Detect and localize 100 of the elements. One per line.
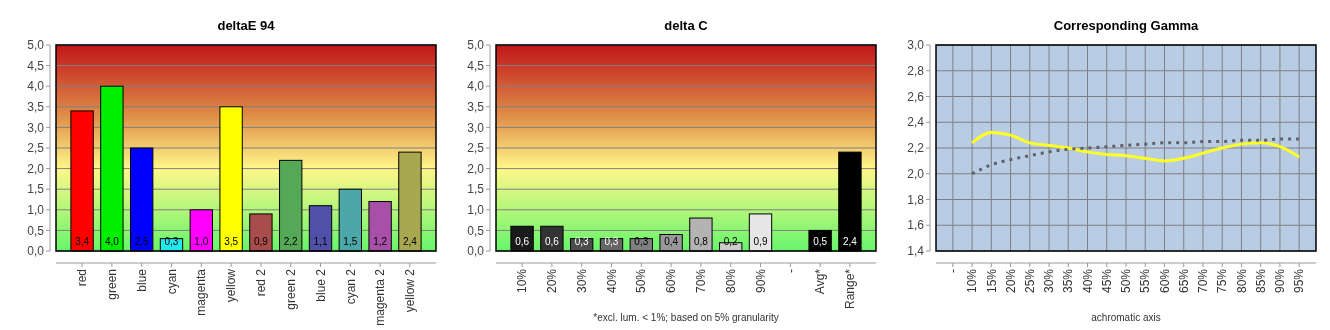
x-tick-label: 20% — [545, 268, 560, 294]
y-tick-label: 5,0 — [467, 38, 485, 53]
x-tick-label: 70% — [694, 268, 709, 294]
x-tick-label: 10% — [965, 268, 980, 294]
y-tick-label: 2,0 — [27, 161, 45, 176]
x-tick-label: 90% — [1273, 268, 1288, 294]
data-label: 3,4 — [75, 236, 90, 247]
x-tick-label: Avg* — [813, 268, 828, 295]
data-label: 2,5 — [134, 236, 150, 247]
x-tick-label: 30% — [1042, 268, 1057, 294]
x-tick-label: 45% — [1099, 268, 1114, 294]
y-tick-label: 2,0 — [907, 166, 925, 181]
x-axis-title: achromatic axis — [1091, 312, 1161, 323]
y-tick-label: 3,0 — [467, 120, 485, 135]
y-tick-label: 3,5 — [27, 100, 45, 114]
y-tick-label: 4,0 — [467, 79, 485, 94]
y-tick-label: 3,0 — [27, 120, 45, 135]
y-tick-label: 4,5 — [467, 58, 485, 73]
x-tick-label: 35% — [1061, 268, 1076, 294]
line-series — [970, 137, 1301, 176]
x-tick-label: blue — [134, 268, 149, 292]
x-tick-label: 55% — [1138, 268, 1153, 294]
chart-title: delta C — [664, 18, 709, 33]
y-tick-label: 3,5 — [467, 100, 485, 114]
data-label: 0,8 — [693, 236, 709, 247]
data-label: 4,0 — [104, 236, 120, 247]
y-tick-label: 0,0 — [27, 244, 45, 259]
x-tick-label: 25% — [1023, 268, 1037, 294]
x-tick-label: 60% — [1157, 268, 1172, 294]
data-label: 0,6 — [544, 236, 560, 247]
y-tick-label: 2,8 — [907, 63, 925, 78]
data-label: 0,3 — [574, 236, 590, 247]
data-label: 0,5 — [813, 236, 828, 247]
x-tick-label: 15% — [984, 268, 999, 294]
x-tick-label: magenta 2 — [373, 268, 388, 326]
data-label: 0,3 — [634, 236, 649, 247]
y-tick-label: 1,0 — [467, 203, 485, 217]
y-tick-label: 4,5 — [27, 58, 45, 73]
y-tick-label: 2,6 — [907, 89, 925, 104]
x-tick-label: 70% — [1196, 268, 1211, 294]
x-tick-label: cyan — [164, 269, 179, 295]
x-tick-label: red — [75, 269, 90, 287]
x-tick-label: green 2 — [283, 268, 298, 310]
y-tick-label: 0,5 — [467, 223, 485, 238]
y-tick-label: 1,8 — [907, 192, 925, 207]
x-tick-label: 40% — [1080, 268, 1095, 294]
y-tick-label: 2,5 — [467, 141, 485, 156]
line-series — [970, 131, 1301, 163]
x-tick-label: 85% — [1253, 268, 1268, 294]
x-tick-label: magenta — [194, 268, 209, 316]
data-label: 2,4 — [402, 236, 418, 247]
x-tick-label: 75% — [1215, 268, 1230, 294]
data-label: 2,4 — [842, 236, 858, 247]
data-label: 2,2 — [283, 236, 299, 247]
x-tick-label: red 2 — [254, 268, 269, 297]
y-tick-label: 2,0 — [467, 161, 485, 176]
data-label: 1,5 — [343, 236, 358, 247]
x-tick-label: yellow — [224, 268, 239, 303]
chart-title: Corresponding Gamma — [1053, 18, 1199, 33]
y-tick-label: 0,5 — [27, 223, 45, 238]
x-tick-label: Range* — [843, 268, 858, 310]
x-axis-title: *excl. lum. < 1%; based on 5% granularity — [593, 312, 779, 323]
x-tick-label: 80% — [723, 268, 738, 294]
x-tick-label: cyan 2 — [343, 268, 358, 305]
y-tick-label: 2,4 — [907, 115, 925, 130]
data-label: 0,6 — [515, 236, 530, 247]
x-tick-label: - — [946, 269, 961, 273]
y-tick-label: 3,0 — [907, 38, 925, 53]
x-tick-label: 10% — [515, 268, 530, 294]
data-label: 0,3 — [164, 236, 179, 247]
data-label: 3,5 — [224, 236, 239, 247]
x-tick-label: yellow 2 — [403, 268, 418, 313]
data-label: 0,9 — [253, 236, 269, 247]
x-tick-label: 30% — [574, 268, 589, 294]
x-tick-label: 80% — [1234, 268, 1249, 294]
y-tick-label: 2,2 — [907, 141, 925, 156]
x-tick-label: blue 2 — [313, 268, 328, 302]
data-label: 0,9 — [753, 236, 768, 247]
data-label: 1,0 — [194, 236, 209, 247]
y-tick-label: 5,0 — [27, 38, 45, 53]
x-tick-label: 20% — [1003, 268, 1018, 294]
x-tick-label: 95% — [1292, 268, 1307, 294]
x-tick-label: 90% — [753, 268, 768, 294]
x-tick-label: 50% — [634, 268, 649, 294]
data-label: 1,2 — [373, 236, 388, 247]
y-tick-label: 4,0 — [27, 79, 45, 94]
data-label: 1,1 — [313, 236, 328, 247]
y-tick-label: 1,6 — [907, 218, 925, 233]
y-tick-label: 1,5 — [27, 182, 45, 197]
y-tick-label: 0,0 — [467, 244, 485, 259]
data-label: 0,3 — [604, 236, 619, 247]
y-tick-label: 2,5 — [27, 141, 45, 156]
x-tick-label: 65% — [1176, 268, 1191, 294]
x-tick-label: 40% — [604, 268, 619, 294]
x-tick-label: - — [783, 269, 798, 273]
y-tick-label: 1,5 — [467, 182, 485, 197]
chart-title: deltaE 94 — [217, 18, 276, 33]
y-tick-label: 1,0 — [27, 203, 45, 217]
y-tick-label: 1,4 — [907, 244, 925, 259]
x-tick-label: 60% — [664, 268, 679, 294]
